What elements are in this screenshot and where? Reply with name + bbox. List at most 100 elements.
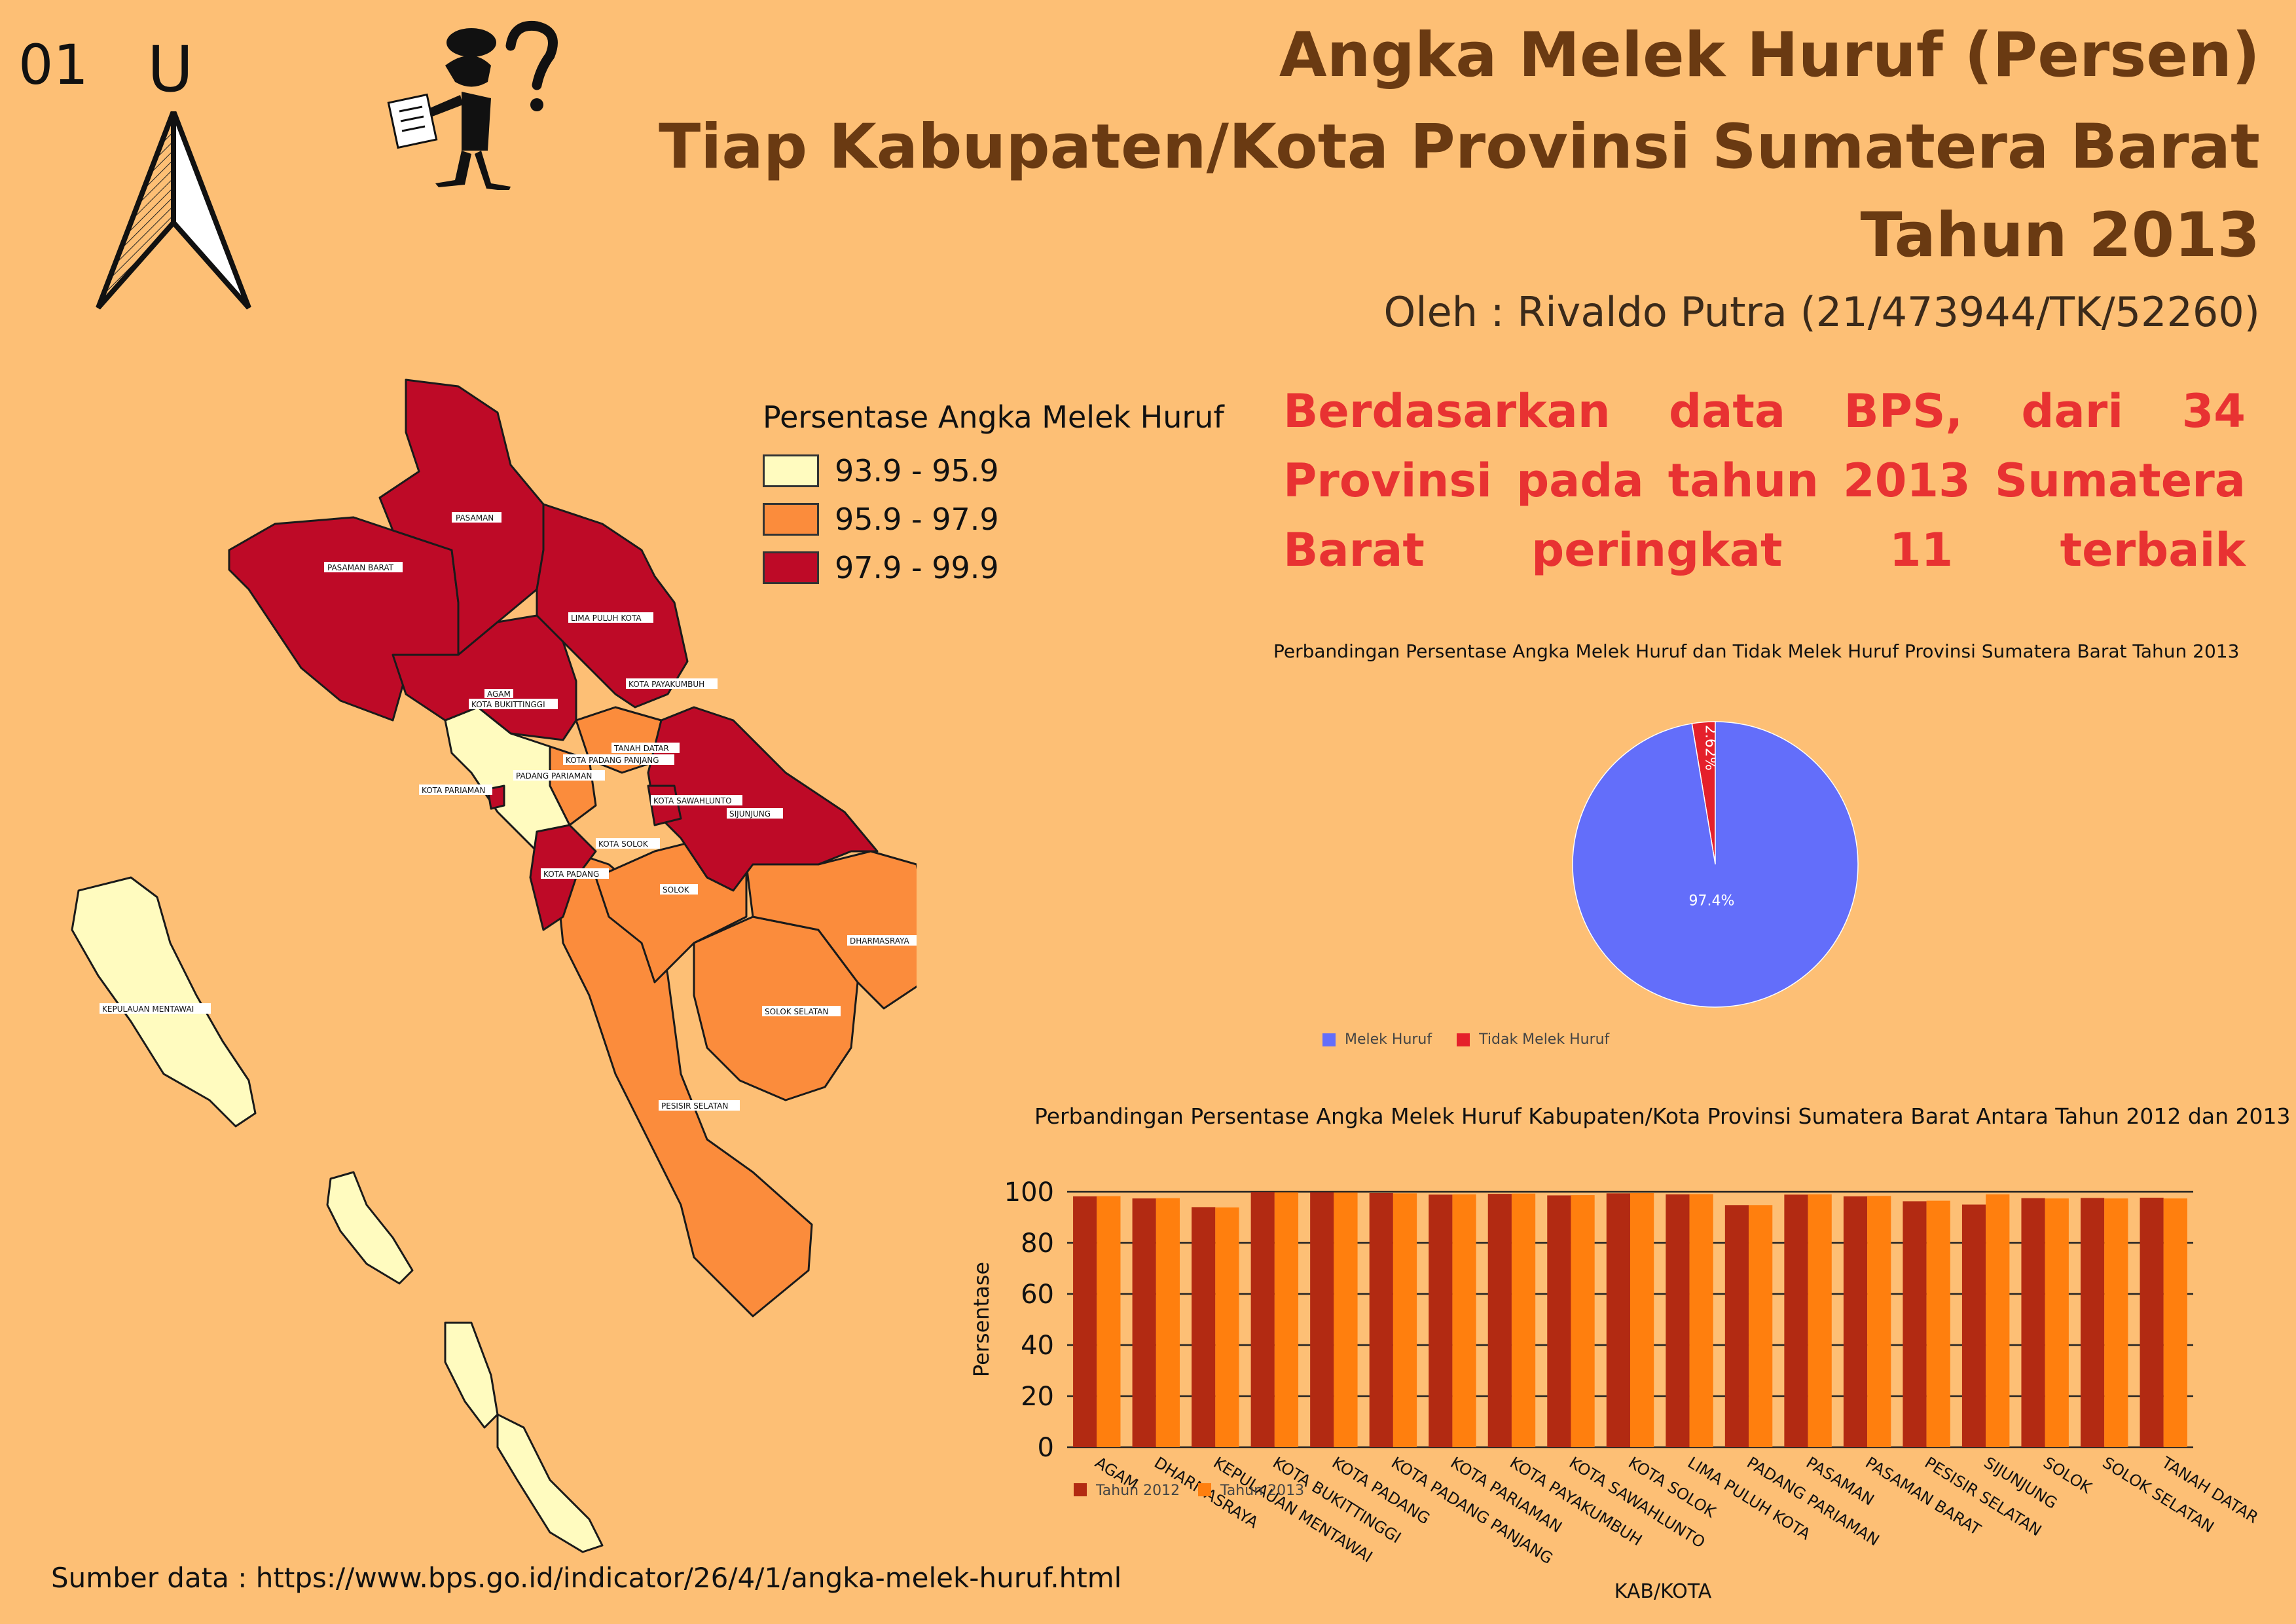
map-label: DHARMASRAYA [850, 936, 910, 946]
bar [1843, 1196, 1868, 1447]
bar [1334, 1192, 1358, 1447]
page-title-line-3: Tahun 2013 [1860, 200, 2260, 271]
legend-label: 95.9 - 97.9 [835, 502, 999, 537]
bar [1689, 1194, 1713, 1447]
bar [2045, 1198, 2069, 1447]
bar [1452, 1194, 1476, 1447]
bar [1961, 1204, 1986, 1447]
region-kepulauan-mentawai-pagai-selatan [496, 1413, 604, 1553]
bar [1808, 1194, 1832, 1447]
map-label: SIJUNJUNG [729, 809, 771, 819]
bar [2104, 1198, 2128, 1447]
bar [1986, 1194, 2010, 1447]
thinking-man-icon [387, 20, 558, 190]
bar [1192, 1207, 1216, 1447]
bar-legend-label: Tahun 2012 [1095, 1483, 1180, 1499]
bar [1097, 1196, 1121, 1447]
map-label: KOTA PADANG [543, 870, 599, 879]
pie-legend-swatch [1322, 1033, 1336, 1046]
bar-y-tick: 100 [1004, 1177, 1054, 1208]
legend-item: 93.9 - 95.9 [763, 447, 1224, 495]
map-label: SOLOK SELATAN [765, 1007, 828, 1016]
pie-legend: Melek Huruf Tidak Melek Huruf [1322, 1031, 1609, 1048]
north-label: U [147, 33, 194, 106]
bar [1132, 1198, 1156, 1447]
bar [1926, 1200, 1950, 1447]
bar [1784, 1194, 1808, 1447]
legend-title: Persentase Angka Melek Huruf [763, 399, 1224, 435]
bar [1369, 1192, 1393, 1447]
bar-y-tick: 0 [1038, 1433, 1054, 1463]
pie-legend-item: Tidak Melek Huruf [1457, 1031, 1609, 1048]
map-label: SOLOK [663, 885, 690, 895]
bar [1571, 1195, 1595, 1447]
pie-slice [1572, 721, 1859, 1008]
bar-legend-swatch [1074, 1483, 1087, 1496]
bar [1630, 1192, 1654, 1447]
bar [1511, 1193, 1536, 1447]
legend-label: 93.9 - 95.9 [835, 453, 999, 489]
bar [2081, 1198, 2105, 1447]
bar-y-tick: 40 [1021, 1331, 1054, 1361]
pie-legend-label: Melek Huruf [1345, 1031, 1432, 1048]
pie-chart: 2.62%97.4% [1572, 721, 1859, 1008]
bar [1867, 1196, 1891, 1447]
bar [1606, 1193, 1630, 1447]
map-label: KOTA PAYAKUMBUH [629, 680, 704, 689]
region-lima-puluh-kota [536, 503, 689, 709]
map-label: AGAM [487, 690, 511, 699]
bar [1724, 1205, 1749, 1447]
pie-legend-label: Tidak Melek Huruf [1479, 1031, 1610, 1048]
bar [1274, 1192, 1299, 1447]
pie-chart-title: Perbandingan Persentase Angka Melek Huru… [1273, 640, 2240, 662]
bar-chart-title: Perbandingan Persentase Angka Melek Huru… [1034, 1103, 2291, 1129]
map-label: KOTA PARIAMAN [422, 786, 485, 795]
bar-y-label: Persentase [969, 1262, 994, 1377]
legend-swatch [763, 454, 819, 487]
bar-y-tick: 20 [1021, 1382, 1054, 1412]
map-label: KEPULAUAN MENTAWAI [102, 1005, 194, 1014]
bar [1310, 1192, 1334, 1447]
choropleth-map: PASAMAN PASAMAN BARAT LIMA PULUH KOTA KO… [71, 378, 917, 1553]
map-label: LIMA PULUH KOTA [571, 614, 642, 623]
map-label: KOTA BUKITTINGGI [471, 700, 545, 709]
region-kepulauan-mentawai-pagai-utara [444, 1321, 499, 1429]
map-label: PASAMAN BARAT [327, 563, 394, 572]
bar [1487, 1194, 1512, 1447]
bar [1393, 1193, 1417, 1447]
data-source: Sumber data : https://www.bps.go.id/indi… [51, 1562, 1122, 1594]
page-title-line-2: Tiap Kabupaten/Kota Provinsi Sumatera Ba… [659, 111, 2260, 183]
region-dharmasraya [745, 850, 917, 1010]
pie-legend-item: Melek Huruf [1322, 1031, 1432, 1048]
ranking-statement: Berdasarkan data BPS, dari 34 Provinsi p… [1283, 377, 2246, 585]
bar [1666, 1194, 1690, 1447]
bar [1073, 1196, 1097, 1447]
map-label: KOTA SAWAHLUNTO [653, 796, 732, 805]
bar-y-tick: 80 [1021, 1228, 1054, 1259]
pie-value-label: 97.4% [1689, 893, 1735, 909]
bar [1156, 1198, 1180, 1447]
legend-swatch [763, 551, 819, 584]
map-label: TANAH DATAR [613, 744, 669, 753]
bar [1749, 1205, 1773, 1447]
page-title-line-1: Angka Melek Huruf (Persen) [1279, 20, 2260, 91]
region-pesisir-selatan [555, 850, 813, 1318]
bar [2021, 1198, 2045, 1447]
bar [1547, 1195, 1571, 1447]
bar-y-tick: 60 [1021, 1280, 1054, 1310]
region-kepulauan-mentawai-sipora [326, 1171, 414, 1285]
bar [1903, 1201, 1927, 1447]
ranking-statement-text: Berdasarkan data BPS, dari 34 Provinsi p… [1283, 384, 2246, 577]
north-arrow-icon [96, 111, 251, 310]
author-credit: Oleh : Rivaldo Putra (21/473944/TK/52260… [1383, 288, 2260, 336]
legend-label: 97.9 - 99.9 [835, 550, 999, 585]
legend-item: 95.9 - 97.9 [763, 495, 1224, 544]
map-label: PESISIR SELATAN [661, 1101, 728, 1111]
bar-legend-swatch [1198, 1483, 1211, 1496]
bar [2163, 1198, 2187, 1447]
map-label: KOTA PADANG PANJANG [566, 756, 659, 765]
legend-swatch [763, 503, 819, 536]
bar [1250, 1192, 1275, 1447]
bar-x-label: KAB/KOTA [1614, 1580, 1712, 1603]
